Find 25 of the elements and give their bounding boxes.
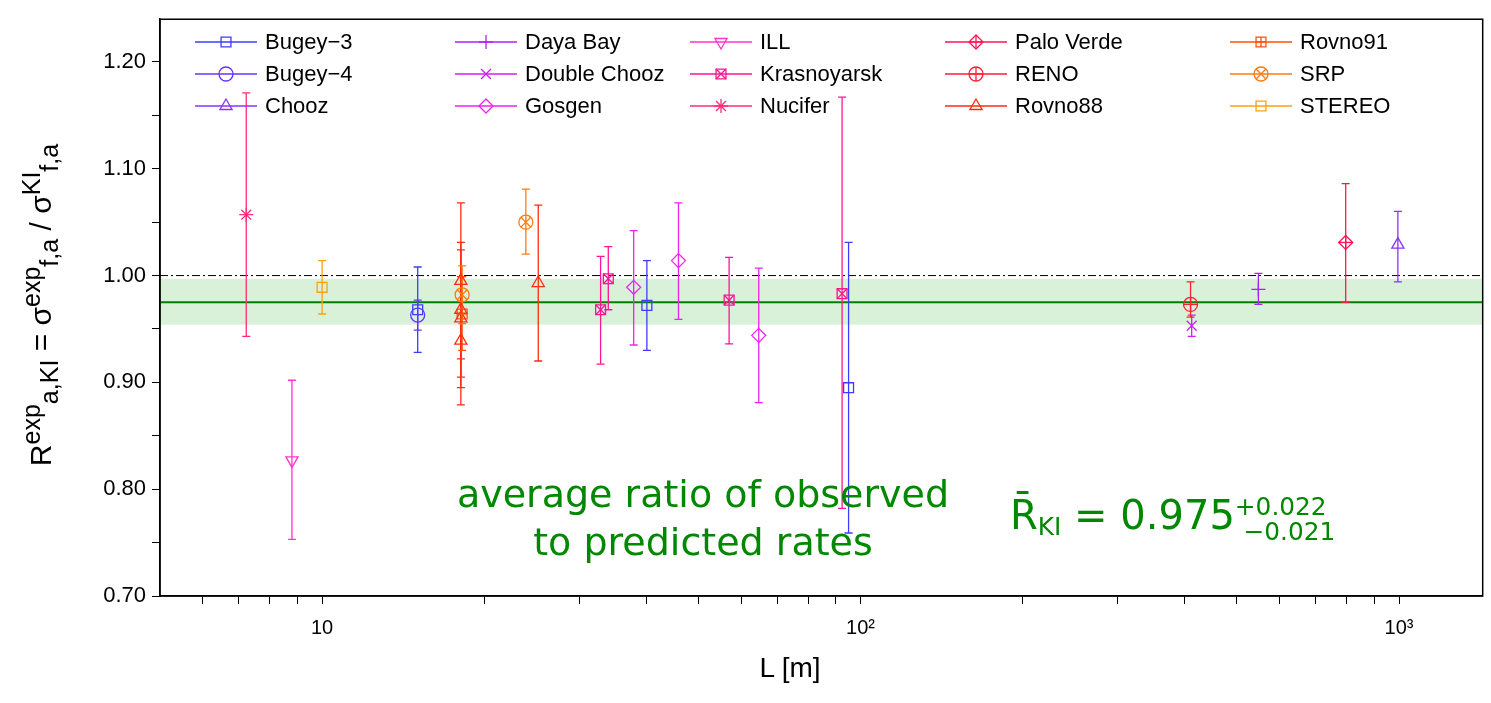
x-tick-label: 10³ — [1384, 615, 1414, 638]
legend-label: Chooz — [265, 93, 329, 119]
x-tick-label: 10 — [310, 615, 334, 638]
x-axis-title: L [m] — [759, 652, 821, 684]
legend-label: Gosgen — [525, 93, 603, 119]
y-tick-label: 0.80 — [103, 475, 146, 501]
legend-label: RENO — [1015, 61, 1079, 87]
legend-label: Palo Verde — [1015, 29, 1123, 55]
legend-label: Krasnoyarsk — [760, 61, 883, 87]
legend-label: STEREO — [1300, 93, 1391, 119]
legend-label: Rovno88 — [1015, 93, 1104, 119]
x-tick-label: 10² — [846, 615, 876, 638]
legend-label: Double Chooz — [525, 61, 665, 87]
legend-label: Bugey−4 — [265, 61, 353, 87]
legend-label: Nucifer — [760, 93, 830, 119]
y-tick-label: 1.00 — [103, 261, 146, 287]
y-tick-label: 0.90 — [103, 368, 146, 394]
y-tick-label: 0.70 — [103, 582, 146, 608]
legend-label: Daya Bay — [525, 29, 621, 55]
legend-label: SRP — [1300, 61, 1346, 87]
y-tick-label: 1.10 — [103, 154, 146, 180]
legend-label: Rovno91 — [1300, 29, 1389, 55]
legend-label: Bugey−3 — [265, 29, 353, 55]
y-tick-label: 1.20 — [103, 47, 146, 73]
legend-label: ILL — [760, 29, 791, 55]
